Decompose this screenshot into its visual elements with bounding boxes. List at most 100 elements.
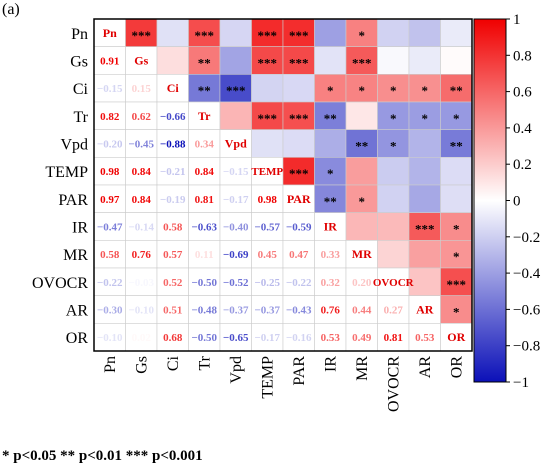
correlation-value-label: −0.15 — [223, 166, 249, 178]
significance-stars: *** — [289, 111, 309, 126]
diagonal-label: Pn — [103, 26, 117, 40]
colorbar-tick-label: −0.4 — [513, 266, 541, 282]
heatmap-cell — [156, 240, 189, 269]
correlation-value-label: −0.48 — [191, 305, 217, 317]
diagonal-label: PAR — [287, 192, 311, 206]
heatmap-cell — [251, 267, 284, 296]
correlation-value-label: 0.15 — [132, 83, 152, 95]
row-label: MR — [63, 247, 88, 264]
heatmap-cell — [377, 323, 410, 352]
row-label: TEMP — [45, 164, 88, 181]
heatmap-cell — [282, 129, 315, 158]
colorbar-tick-label: 1 — [513, 12, 521, 28]
correlation-value-label: −0.10 — [97, 332, 123, 344]
heatmap-cell — [125, 240, 158, 269]
significance-stars: * — [422, 111, 429, 126]
diagonal-label: Ci — [167, 81, 180, 95]
heatmap-cell — [314, 46, 347, 75]
correlation-value-label: −0.20 — [97, 139, 123, 151]
heatmap-cell — [282, 184, 315, 213]
significance-stars: *** — [447, 277, 467, 292]
correlation-value-label: 0.62 — [132, 111, 152, 123]
column-label: Ci — [165, 355, 182, 371]
correlation-value-label: 0.84 — [195, 166, 215, 178]
correlation-value-label: −0.37 — [254, 305, 280, 317]
heatmap-cell — [314, 157, 347, 186]
heatmap-cell — [377, 18, 410, 47]
heatmap-cell — [408, 74, 441, 103]
correlation-value-label: −0.45 — [128, 139, 154, 151]
correlation-value-label: 0.11 — [195, 249, 214, 261]
row-labels: Pn Gs Ci Tr Vpd TEMP PAR IR MR OVOCR AR OR — [32, 26, 89, 347]
heatmap-cell — [377, 74, 410, 103]
heatmap-cell — [282, 101, 315, 130]
row-label: AR — [66, 303, 89, 320]
row-label: Ci — [73, 81, 89, 98]
heatmap-cell — [440, 157, 473, 186]
heatmap-cell — [377, 184, 410, 213]
colorbar-tick-label: 0 — [513, 194, 521, 210]
column-label: OVOCR — [385, 356, 402, 412]
correlation-value-label: −0.65 — [223, 332, 249, 344]
heatmap-cell — [314, 74, 347, 103]
correlation-value-label: −0.59 — [286, 222, 312, 234]
correlation-value-label: 0.33 — [321, 249, 341, 261]
significance-stars: * — [327, 83, 334, 98]
diagonal-label: IR — [324, 220, 338, 234]
correlation-value-label: −0.50 — [191, 332, 217, 344]
heatmap-cell — [440, 267, 473, 296]
correlation-value-label: −0.16 — [286, 332, 312, 344]
heatmap-cell — [345, 295, 378, 324]
colorbar-tick-label: −1 — [513, 375, 529, 391]
correlation-value-label: 0.51 — [163, 305, 182, 317]
heatmap-cell — [377, 240, 410, 269]
significance-stars: * — [422, 83, 429, 98]
heatmap-cell — [251, 74, 284, 103]
heatmap-cell — [345, 18, 378, 47]
correlation-value-label: 0.32 — [321, 277, 341, 289]
heatmap-cell — [345, 157, 378, 186]
correlation-value-label: −0.37 — [223, 305, 249, 317]
heatmap-cell — [377, 267, 410, 296]
column-labels: Pn Gs Ci Tr Vpd TEMP PAR IR MR OVOCR AR OR — [102, 355, 466, 412]
significance-stars: ** — [450, 83, 463, 98]
colorbar: 1 0.8 0.6 0.4 0.2 0 −0.2 −0.4 −0.6 −0.8 −1 — [473, 12, 541, 391]
row-label: Tr — [73, 109, 88, 126]
heatmap-cell — [156, 323, 189, 352]
heatmap-cell — [282, 323, 315, 352]
significance-stars: ** — [324, 194, 337, 209]
heatmap-cell — [345, 74, 378, 103]
heatmap-cell — [440, 212, 473, 241]
correlation-value-label: 0.81 — [195, 194, 214, 206]
column-label: IR — [322, 356, 339, 372]
heatmap-cell — [440, 18, 473, 47]
heatmap-cell — [125, 323, 158, 352]
heatmap-cell — [345, 212, 378, 241]
correlation-value-label: −0.15 — [97, 83, 123, 95]
heatmap-cell — [156, 295, 189, 324]
diagonal-label: Tr — [198, 109, 211, 123]
significance-stars: * — [453, 249, 460, 264]
correlation-value-label: −0.30 — [97, 305, 123, 317]
significance-footnote: * p<0.05 ** p<0.01 *** p<0.001 — [2, 448, 203, 464]
row-label: Vpd — [60, 137, 88, 154]
significance-stars: ** — [198, 83, 211, 98]
significance-stars: *** — [258, 111, 278, 126]
correlation-value-label: 0.53 — [415, 332, 435, 344]
correlation-value-label: 0.45 — [258, 249, 278, 261]
heatmap-cell — [408, 157, 441, 186]
heatmap-cell — [314, 129, 347, 158]
heatmap-cell — [345, 240, 378, 269]
heatmap-cell — [408, 240, 441, 269]
correlation-value-label: 0.82 — [100, 111, 120, 123]
correlation-value-label: 0.34 — [195, 139, 215, 151]
column-label: Vpd — [228, 356, 245, 384]
significance-stars: ** — [450, 139, 463, 154]
heatmap-cell — [93, 240, 126, 269]
heatmap-cell — [408, 295, 441, 324]
heatmap-cell — [125, 267, 158, 296]
correlation-value-label: −0.69 — [223, 249, 249, 261]
heatmap-cell — [251, 129, 284, 158]
heatmap-cell — [314, 295, 347, 324]
